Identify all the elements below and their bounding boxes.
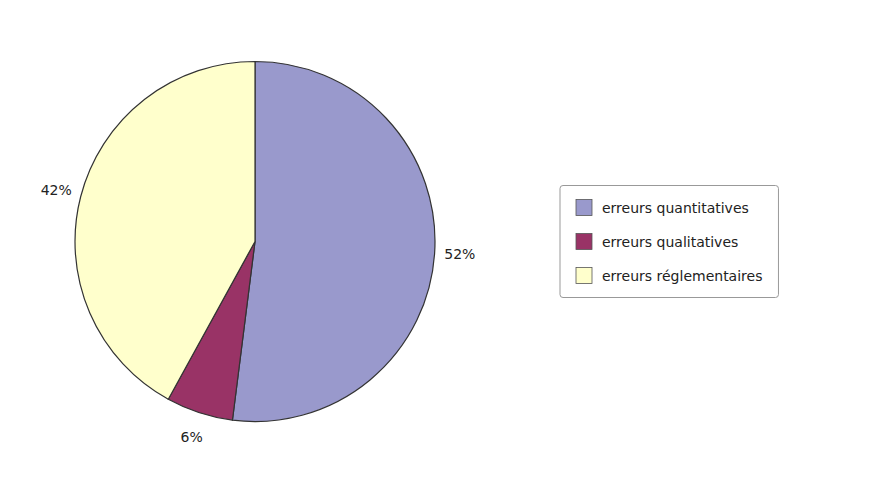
pie	[75, 62, 435, 422]
legend-swatch	[576, 268, 592, 284]
data-label: 52%	[444, 246, 475, 262]
chart-container: 52%6%42%erreurs quantitativeserreurs qua…	[0, 0, 892, 483]
legend-label: erreurs quantitatives	[602, 200, 749, 216]
pie-slice	[232, 62, 435, 422]
data-label: 6%	[180, 429, 202, 445]
data-labels: 52% 6% 42%	[41, 182, 476, 444]
legend-label: erreurs qualitatives	[602, 234, 738, 250]
legend-swatch	[576, 234, 592, 250]
legend-label: erreurs réglementaires	[602, 268, 762, 284]
data-label: 42%	[41, 182, 72, 198]
legend-swatch	[576, 200, 592, 216]
pie-slice	[75, 62, 255, 400]
chart: 52%6%42%erreurs quantitativeserreurs qua…	[0, 0, 892, 483]
legend: erreurs quantitatives erreurs qualitative…	[560, 186, 778, 298]
legend-frame	[560, 186, 778, 298]
